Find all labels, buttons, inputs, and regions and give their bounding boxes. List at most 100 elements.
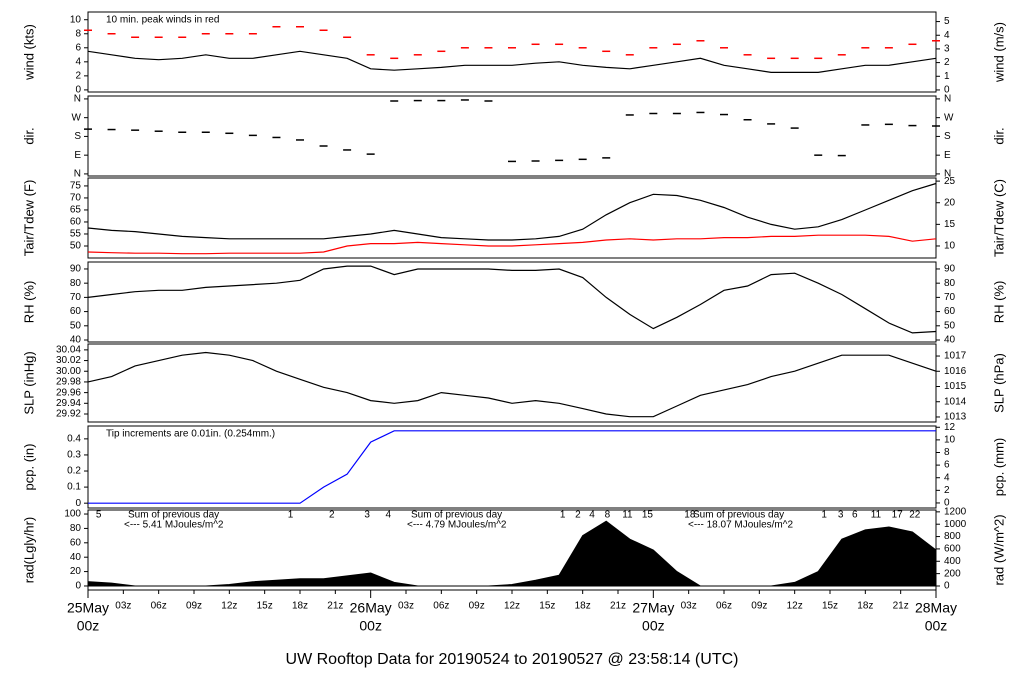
annotation: Tip increments are 0.01in. (0.254mm.): [106, 429, 275, 440]
x-tick-label: 03z: [115, 601, 131, 612]
y2-tick-label: 6: [944, 460, 950, 471]
x-tick-label: 09z: [186, 601, 202, 612]
x-tick-label: 00z: [642, 618, 665, 634]
y-tick-label: 30.04: [56, 345, 81, 356]
x-tick-label: 06z: [716, 601, 732, 612]
panel-frame: [87, 261, 937, 343]
y-tick-label: 80: [70, 523, 82, 534]
y-axis-label: SLP (inHg): [21, 351, 36, 414]
x-date-label: 28May: [915, 600, 957, 616]
y2-tick-label: 25: [944, 176, 956, 187]
y-tick-label: 100: [64, 509, 81, 520]
panel-frame: [87, 343, 937, 423]
y2-tick-label: 0: [944, 85, 950, 96]
x-tick-label: 15z: [257, 601, 273, 612]
marker-label: 11: [871, 510, 882, 521]
chart-title: UW Rooftop Data for 20190524 to 20190527…: [286, 651, 739, 668]
y-tick-label: 70: [70, 292, 82, 303]
y2-tick-label: N: [944, 169, 951, 180]
y-tick-label: 0: [75, 85, 81, 96]
x-date-label: 25May: [67, 600, 109, 616]
y2-tick-label: 1: [944, 71, 950, 82]
area: [87, 520, 937, 587]
line: [87, 50, 937, 73]
y2-tick-label: 10: [944, 435, 956, 446]
x-tick-label: 21z: [327, 601, 343, 612]
x-tick-label: 21z: [893, 601, 909, 612]
y-tick-label: W: [72, 112, 82, 123]
marker-label: 3: [364, 510, 370, 521]
y-tick-label: 70: [70, 193, 82, 204]
y-tick-label: E: [74, 150, 81, 161]
y2-tick-label: 40: [944, 335, 956, 346]
y2-axis-label: pcp. (mm): [991, 438, 1006, 497]
y2-axis-label: RH (%): [991, 281, 1006, 324]
x-date-label: 27May: [632, 600, 674, 616]
y-tick-label: 29.98: [56, 377, 81, 388]
y2-tick-label: 1013: [944, 412, 967, 423]
marker-label: 17: [892, 510, 904, 521]
y-axis-label: Tair/Tdew (F): [21, 180, 36, 257]
y-tick-label: 65: [70, 205, 82, 216]
y2-tick-label: 15: [944, 219, 956, 230]
marker-label: 1: [560, 510, 566, 521]
y-tick-label: 10: [70, 14, 82, 25]
y-tick-label: 0: [75, 581, 81, 592]
x-tick-label: 12z: [787, 601, 803, 612]
y2-tick-label: 80: [944, 278, 956, 289]
line: [87, 265, 937, 334]
annotation: <--- 5.41 MJoules/m^2: [124, 520, 224, 531]
y2-tick-label: 50: [944, 320, 956, 331]
line: [87, 351, 937, 418]
annotation: 10 min. peak winds in red: [106, 15, 219, 26]
y-tick-label: 29.94: [56, 398, 81, 409]
marker-label: 4: [386, 510, 392, 521]
x-tick-label: 15z: [539, 601, 555, 612]
marker-label: 3: [838, 510, 844, 521]
y2-tick-label: 1014: [944, 396, 967, 407]
y-tick-label: N: [74, 94, 81, 105]
y2-axis-label: rad (W/m^2): [991, 514, 1006, 585]
y-tick-label: 55: [70, 229, 82, 240]
x-tick-label: 06z: [433, 601, 449, 612]
y2-tick-label: 70: [944, 292, 956, 303]
y-tick-label: 0.4: [67, 434, 81, 445]
y-tick-label: 30.00: [56, 366, 81, 377]
x-tick-label: 00z: [925, 618, 948, 634]
y2-tick-label: N: [944, 94, 951, 105]
y2-tick-label: 1017: [944, 351, 967, 362]
marker-label: 1: [288, 510, 294, 521]
y-tick-label: 40: [70, 335, 82, 346]
x-date-label: 26May: [350, 600, 392, 616]
y-tick-label: 29.96: [56, 387, 81, 398]
y2-tick-label: 1000: [944, 519, 967, 530]
y2-tick-label: 1015: [944, 381, 967, 392]
y-tick-label: 29.92: [56, 409, 81, 420]
x-tick-label: 21z: [610, 601, 626, 612]
y2-tick-label: 10: [944, 241, 956, 252]
y-tick-label: 0: [75, 498, 81, 509]
x-tick-label: 03z: [398, 601, 414, 612]
y2-tick-label: S: [944, 131, 951, 142]
y-tick-label: 90: [70, 264, 82, 275]
y2-tick-label: 200: [944, 568, 961, 579]
marker-label: 2: [575, 510, 581, 521]
x-tick-label: 15z: [822, 601, 838, 612]
panel-frame: [87, 425, 937, 509]
y2-axis-label: dir.: [991, 127, 1006, 144]
y2-tick-label: 1016: [944, 366, 967, 377]
marker-label: 2: [329, 510, 335, 521]
y2-axis-label: Tair/Tdew (C): [991, 179, 1006, 257]
panel-frame: [87, 95, 937, 177]
line: [87, 182, 937, 241]
y2-tick-label: 0: [944, 498, 950, 509]
y-tick-label: 75: [70, 181, 82, 192]
y2-tick-label: 12: [944, 422, 956, 433]
y2-tick-label: 0: [944, 581, 950, 592]
y-tick-label: 0.1: [67, 482, 81, 493]
y2-axis-label: SLP (hPa): [991, 353, 1006, 413]
y-axis-label: wind (kts): [21, 24, 36, 81]
y2-axis-label: wind (m/s): [991, 22, 1006, 83]
y-axis-label: rad(Lgly/hr): [21, 517, 36, 583]
x-tick-label: 00z: [77, 618, 100, 634]
